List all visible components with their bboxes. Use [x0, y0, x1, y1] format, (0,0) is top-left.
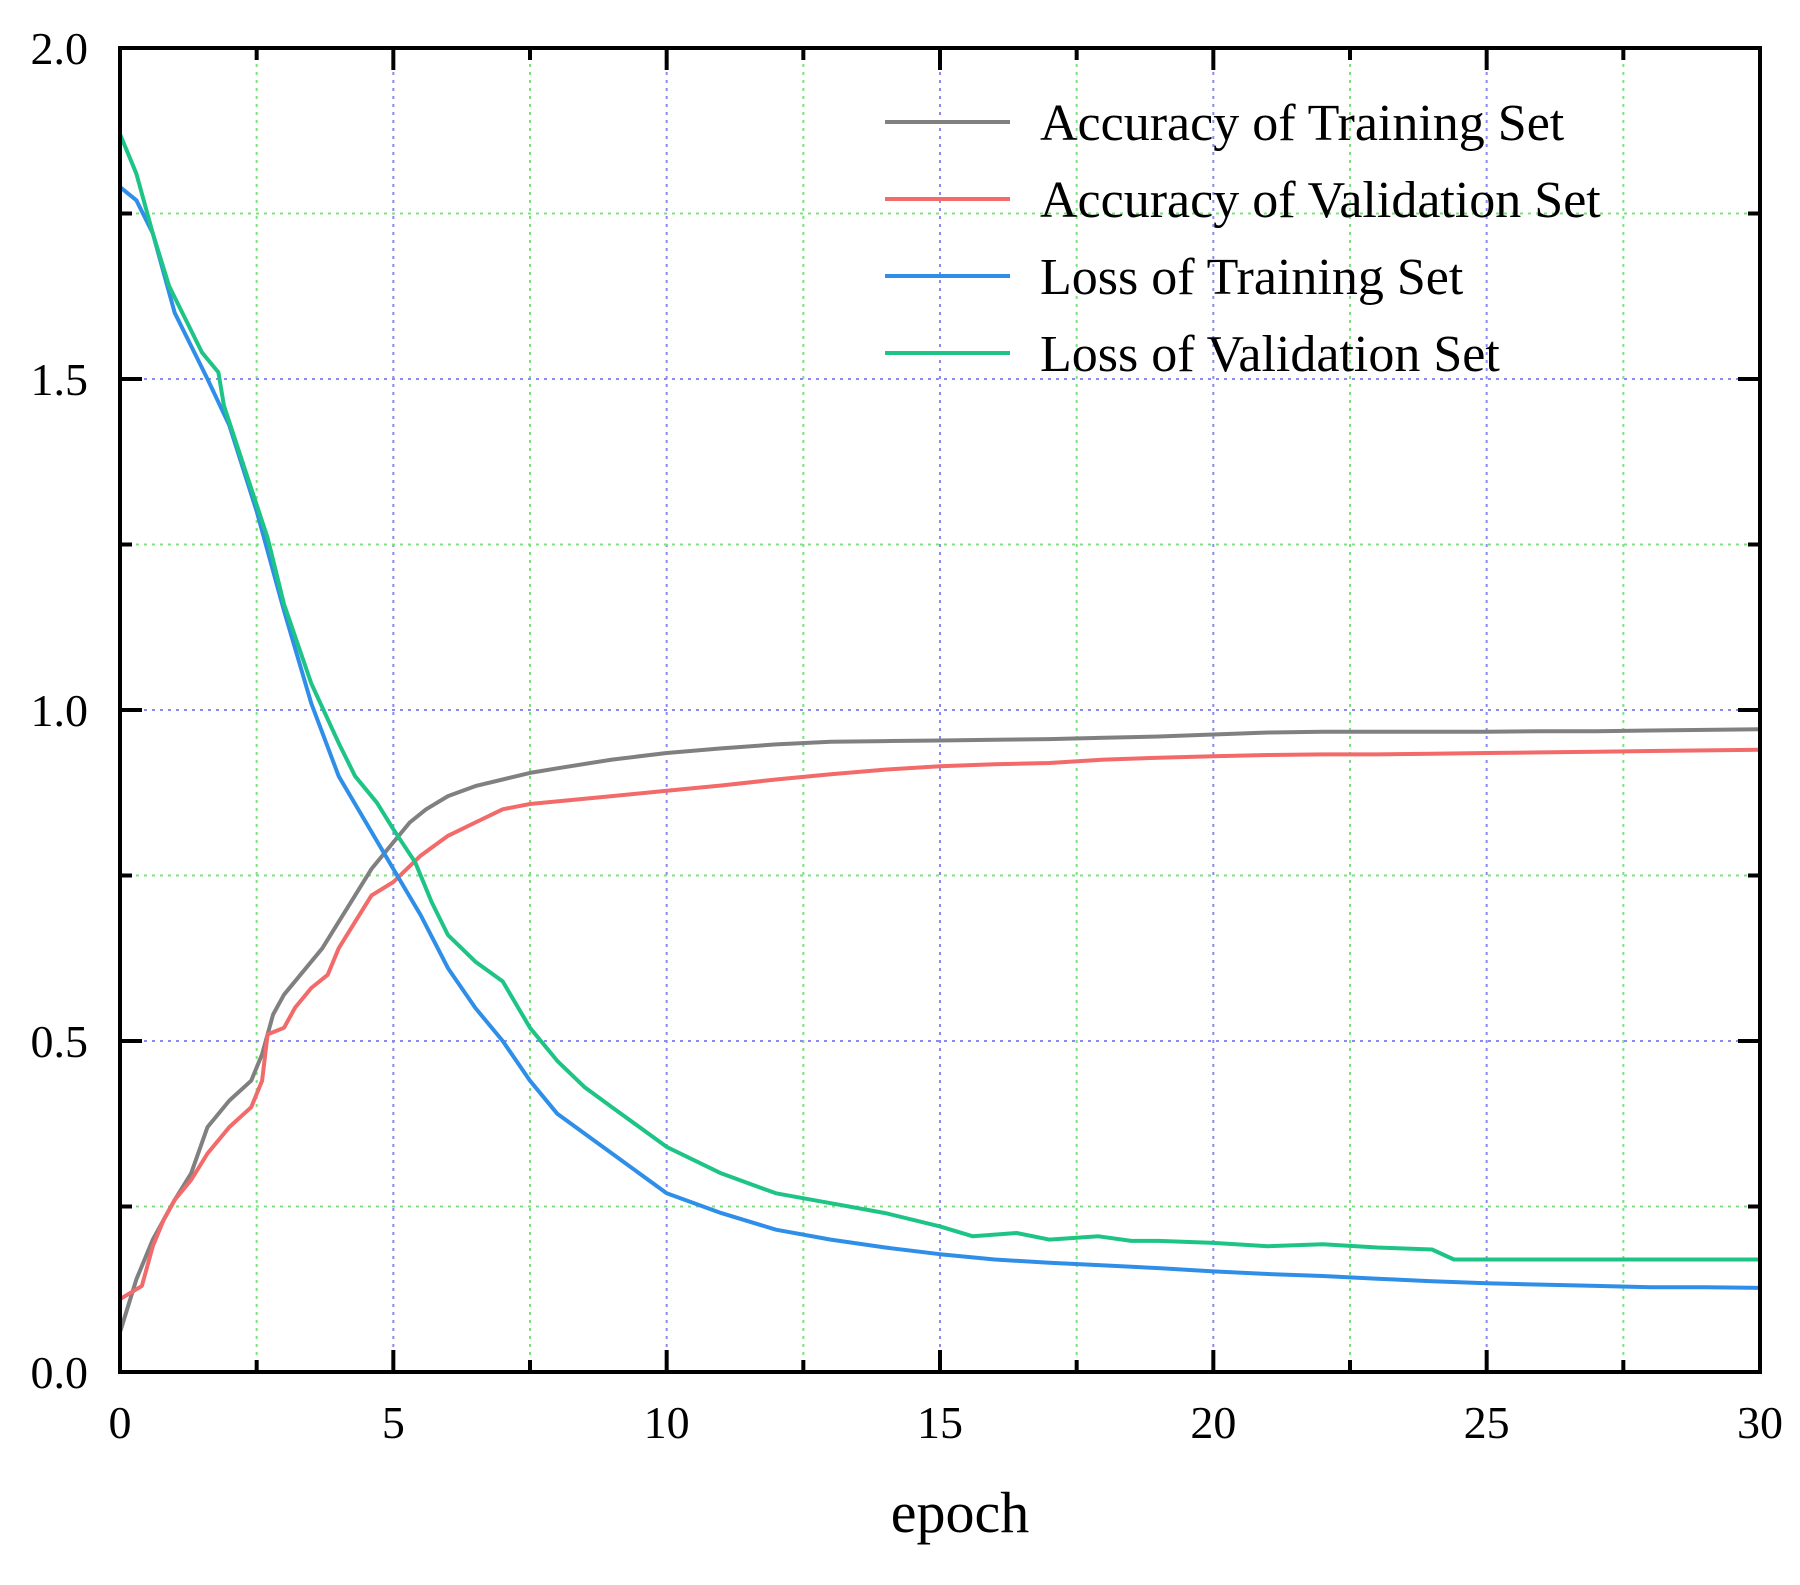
tick-labels: 0 5 10 15 20 25 30 0.0 0.5 1.0 1.5 2.0	[31, 23, 1784, 1448]
x-tick-label: 10	[644, 1397, 690, 1448]
series-line-2	[118, 747, 1762, 1302]
series-lines	[118, 132, 1762, 1335]
x-tick-label: 5	[382, 1397, 405, 1448]
y-tick-label: 1.0	[31, 685, 89, 736]
axis-ticks	[118, 46, 1762, 1374]
x-axis-title: epoch	[891, 1480, 1030, 1545]
x-tick-label: 15	[917, 1397, 963, 1448]
legend: Accuracy of Training Set Accuracy of Vali…	[885, 95, 1601, 383]
grid	[120, 48, 1760, 1372]
legend-label: Loss of Validation Set	[1040, 326, 1500, 383]
x-tick-label: 25	[1464, 1397, 1510, 1448]
legend-label: Accuracy of Training Set	[1040, 95, 1565, 152]
y-tick-label: 2.0	[31, 23, 89, 74]
series-line-1	[118, 727, 1762, 1335]
legend-label: Accuracy of Validation Set	[1040, 172, 1601, 229]
x-tick-label: 20	[1190, 1397, 1236, 1448]
x-tick-label: 0	[109, 1397, 132, 1448]
series-line-4	[118, 132, 1762, 1262]
legend-label: Loss of Training Set	[1040, 249, 1464, 306]
y-tick-label: 0.5	[31, 1016, 89, 1067]
x-tick-label: 30	[1737, 1397, 1783, 1448]
y-tick-label: 1.5	[31, 354, 89, 405]
y-tick-label: 0.0	[31, 1347, 89, 1398]
